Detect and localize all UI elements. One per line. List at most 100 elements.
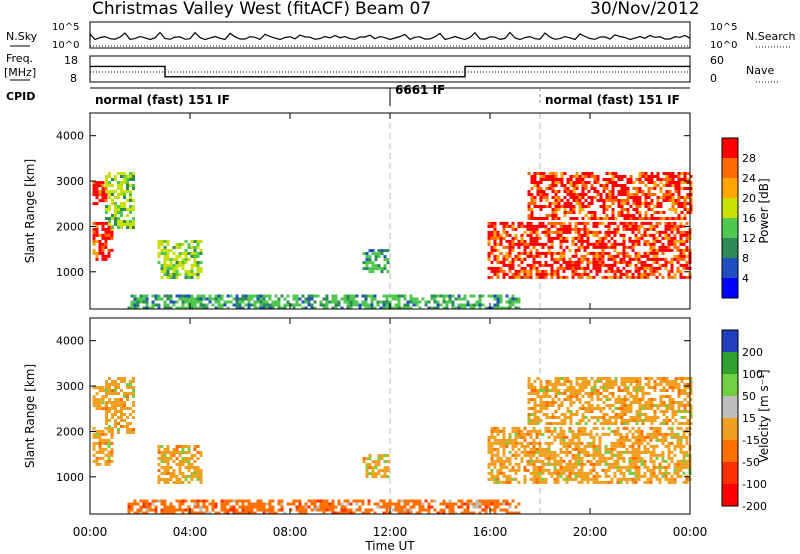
power-echo-cell bbox=[539, 181, 543, 184]
power-echo-cell bbox=[638, 187, 642, 190]
power-echo-cell bbox=[601, 245, 605, 249]
velocity-echo-cell bbox=[129, 383, 132, 386]
velocity-echo-cell bbox=[635, 422, 639, 425]
velocity-echo-cell bbox=[472, 502, 476, 506]
velocity-echo-cell bbox=[181, 460, 185, 463]
velocity-echo-cell bbox=[676, 474, 680, 478]
velocity-echo-cell bbox=[581, 389, 585, 392]
velocity-echo-cell bbox=[617, 389, 621, 392]
velocity-echo-cell bbox=[487, 505, 491, 509]
velocity-echo-cell bbox=[409, 499, 413, 503]
power-echo-cell bbox=[117, 220, 120, 223]
power-echo-cell bbox=[577, 275, 581, 279]
power-echo-cell bbox=[383, 264, 387, 268]
power-echo-cell bbox=[114, 202, 117, 205]
power-echo-cell bbox=[211, 303, 215, 307]
power-echo-cell bbox=[640, 233, 644, 237]
velocity-echo-cell bbox=[520, 435, 524, 439]
power-echo-cell bbox=[505, 224, 509, 228]
power-echo-cell bbox=[277, 300, 281, 304]
power-echo-cell bbox=[535, 269, 539, 273]
power-echo-cell bbox=[337, 303, 341, 307]
velocity-echo-cell bbox=[544, 447, 548, 451]
power-echo-cell bbox=[581, 202, 585, 205]
power-echo-cell bbox=[623, 208, 627, 211]
power-echo-cell bbox=[644, 172, 648, 175]
power-echo-cell bbox=[637, 266, 641, 270]
power-echo-cell bbox=[268, 294, 272, 298]
power-echo-cell bbox=[542, 175, 546, 178]
velocity-echo-cell bbox=[566, 398, 570, 401]
power-echo-cell bbox=[649, 242, 653, 246]
power-echo-cell bbox=[166, 306, 170, 310]
power-echo-cell bbox=[92, 221, 96, 225]
velocity-echo-cell bbox=[382, 502, 386, 506]
velocity-echo-cell bbox=[577, 444, 581, 448]
velocity-echo-cell bbox=[181, 463, 185, 466]
velocity-echo-cell bbox=[584, 401, 588, 404]
power-echo-cell bbox=[550, 254, 554, 258]
velocity-echo-cell bbox=[380, 454, 384, 458]
velocity-echo-cell bbox=[529, 459, 533, 463]
velocity-echo-cell bbox=[132, 395, 135, 398]
power-echo-cell bbox=[259, 300, 263, 304]
velocity-echo-cell bbox=[647, 404, 651, 407]
power-echo-cell bbox=[211, 297, 215, 301]
power-echo-cell bbox=[649, 227, 653, 231]
power-echo-cell bbox=[181, 267, 185, 270]
power-echo-cell bbox=[283, 297, 287, 301]
velocity-echo-cell bbox=[397, 499, 401, 503]
power-echo-cell bbox=[268, 306, 272, 310]
power-echo-cell bbox=[493, 272, 497, 276]
power-echo-cell bbox=[190, 294, 194, 298]
velocity-echo-cell bbox=[98, 401, 102, 405]
velocity-echo-cell bbox=[181, 511, 185, 515]
velocity-echo-cell bbox=[120, 407, 123, 410]
power-echo-cell bbox=[631, 272, 635, 276]
power-echo-cell bbox=[265, 300, 269, 304]
power-echo-cell bbox=[587, 217, 591, 220]
power-echo-cell bbox=[665, 184, 669, 187]
velocity-echo-cell bbox=[671, 398, 675, 401]
velocity-echo-cell bbox=[160, 445, 164, 448]
power-echo-cell bbox=[554, 181, 558, 184]
power-echo-cell bbox=[545, 187, 549, 190]
velocity-echo-cell bbox=[544, 450, 548, 454]
power-echo-cell bbox=[647, 193, 651, 196]
power-echo-cell bbox=[493, 221, 497, 225]
velocity-echo-cell bbox=[532, 465, 536, 469]
power-echo-cell bbox=[659, 190, 663, 193]
velocity-echo-cell bbox=[352, 511, 356, 515]
freq-panel bbox=[89, 55, 691, 83]
velocity-echo-cell bbox=[108, 389, 111, 392]
velocity-echo-cell bbox=[105, 380, 108, 383]
power-echo-cell bbox=[244, 297, 248, 301]
power-echo-cell bbox=[665, 172, 669, 175]
power-echo-cell bbox=[595, 242, 599, 246]
velocity-echo-cell bbox=[92, 441, 96, 445]
velocity-echo-cell bbox=[129, 431, 132, 434]
power-echo-cell bbox=[496, 230, 500, 234]
power-echo-cell bbox=[562, 269, 566, 273]
velocity-echo-cell bbox=[569, 392, 573, 395]
power-echo-cell bbox=[670, 239, 674, 243]
power-echo-cell bbox=[574, 224, 578, 228]
velocity-echo-cell bbox=[178, 454, 182, 457]
velocity-echo-cell bbox=[547, 447, 551, 451]
power-echo-cell bbox=[371, 261, 375, 265]
power-echo-cell bbox=[107, 236, 111, 240]
velocity-echo-cell bbox=[292, 502, 296, 506]
velocity-echo-cell bbox=[553, 468, 557, 472]
power-echo-cell bbox=[635, 187, 639, 190]
velocity-echo-cell bbox=[322, 499, 326, 503]
velocity-echo-cell bbox=[514, 438, 518, 442]
power-echo-cell bbox=[574, 236, 578, 240]
power-echo-cell bbox=[640, 272, 644, 276]
velocity-echo-cell bbox=[592, 468, 596, 472]
power-echo-cell bbox=[163, 300, 167, 304]
power-echo-cell bbox=[553, 224, 557, 228]
power-echo-cell bbox=[679, 272, 683, 276]
velocity-echo-cell bbox=[132, 416, 135, 419]
velocity-echo-cell bbox=[98, 444, 102, 448]
velocity-echo-cell bbox=[163, 508, 167, 512]
